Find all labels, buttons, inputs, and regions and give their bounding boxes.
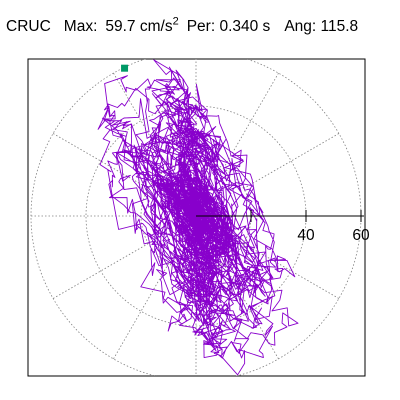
acceleration-trace: [97, 59, 299, 376]
grid-spoke-30: [243, 133, 340, 189]
peak-marker: [121, 64, 129, 72]
period-label: Per:: [186, 18, 216, 35]
grid-spoke-210: [52, 243, 149, 299]
grid-spoke-240: [113, 263, 169, 360]
radial-tick-label-40: 40: [297, 227, 315, 244]
period-value: 0.340 s: [219, 18, 271, 35]
max-value: 59.7: [105, 18, 136, 35]
angle-value: 115.8: [320, 18, 359, 35]
max-unit-power: 2: [172, 15, 179, 28]
chart-title: CRUC Max: 59.7 cm/s2 Per: 0.340 s Ang: 115.8: [6, 14, 400, 40]
max-label: Max:: [63, 18, 98, 35]
angle-label: Ang:: [284, 18, 317, 35]
grid-spoke-150: [52, 133, 149, 189]
station-code: CRUC: [6, 18, 51, 35]
max-unit: cm/s: [139, 18, 173, 35]
radial-tick-label-60: 60: [352, 227, 370, 244]
